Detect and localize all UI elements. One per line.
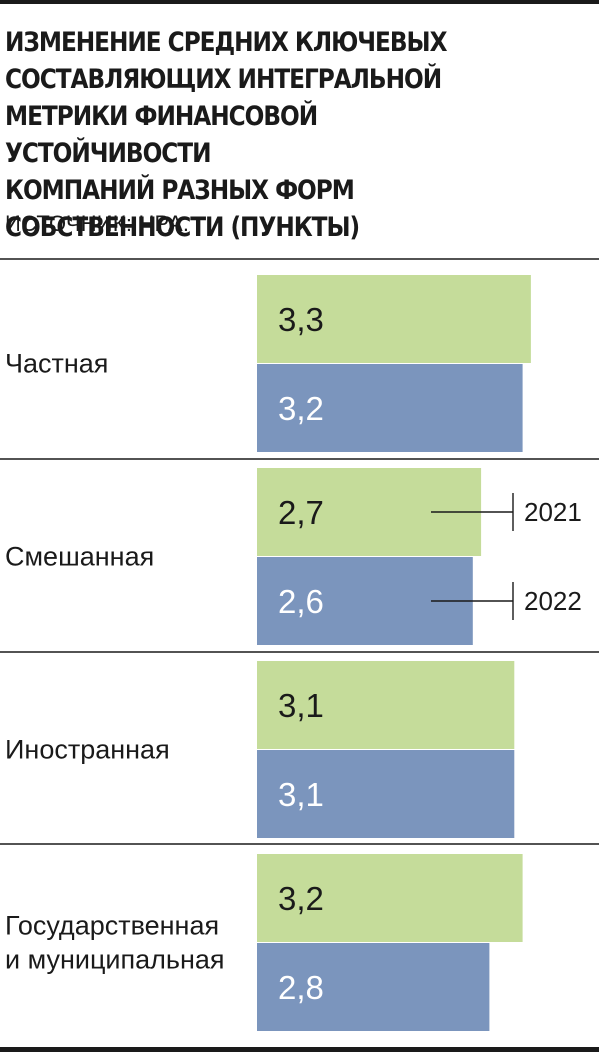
legend-label-2021: 2021 xyxy=(524,497,582,527)
bar-2022 xyxy=(257,364,523,452)
legend-label-2022: 2022 xyxy=(524,586,582,616)
value-label-2022: 3,2 xyxy=(278,390,324,427)
bar-2022 xyxy=(257,750,515,838)
value-label-2021: 3,1 xyxy=(278,687,324,724)
value-label-2022: 2,8 xyxy=(278,969,324,1006)
bar-2021 xyxy=(257,854,523,942)
bottom-rule xyxy=(0,1047,599,1052)
source-note: ИСТОЧНИК: НРА. xyxy=(5,211,190,236)
value-label-2021: 2,7 xyxy=(278,494,324,531)
category-label: Иностранная xyxy=(5,735,170,765)
top-rule xyxy=(0,0,599,4)
category-label: Государственная и муниципальная xyxy=(5,911,225,975)
category-label: Смешанная xyxy=(5,542,154,572)
chart-title: ИЗМЕНЕНИЕ СРЕДНИХ КЛЮЧЕВЫХ СОСТАВЛЯЮЩИХ … xyxy=(5,27,447,243)
value-label-2022: 3,1 xyxy=(278,776,324,813)
value-label-2022: 2,6 xyxy=(278,583,324,620)
bar-2021 xyxy=(257,661,515,749)
category-label: Частная xyxy=(5,349,108,379)
value-label-2021: 3,3 xyxy=(278,301,324,338)
value-label-2021: 3,2 xyxy=(278,880,324,917)
bar-2021 xyxy=(257,275,531,363)
bar-2022 xyxy=(257,943,490,1031)
